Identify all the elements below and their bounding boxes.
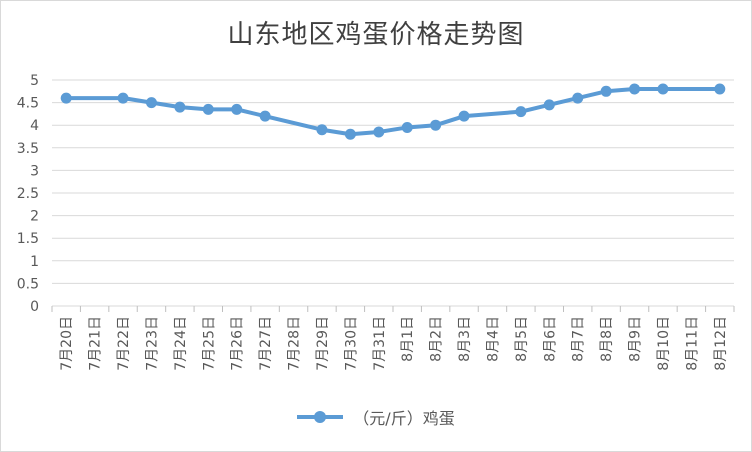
x-tick-label: 8月2日 (429, 316, 445, 362)
data-point (543, 99, 555, 111)
data-point (657, 83, 669, 95)
x-tick-label: 8月9日 (628, 316, 644, 362)
data-point (145, 97, 157, 109)
y-tick-label: 3 (30, 163, 39, 179)
x-tick-label: 7月23日 (144, 316, 160, 371)
data-point (401, 121, 413, 133)
data-point (515, 106, 527, 118)
series-line (64, 87, 722, 137)
y-tick-label: 1 (30, 254, 39, 270)
data-point (373, 126, 385, 138)
x-tick-label: 8月5日 (514, 316, 530, 362)
x-tick-label: 7月29日 (315, 316, 331, 371)
data-point (458, 110, 470, 122)
data-point (629, 83, 641, 95)
x-tick-label: 7月22日 (116, 316, 132, 371)
y-tick-label: 2.5 (17, 186, 39, 202)
data-point (202, 103, 214, 115)
y-tick-label: 3.5 (17, 141, 39, 157)
y-tick-label: 0.5 (17, 276, 39, 292)
x-tick-label: 8月8日 (599, 316, 615, 362)
data-point (714, 83, 726, 95)
data-point (430, 119, 442, 131)
data-point (117, 92, 129, 104)
legend-series-swatch (297, 410, 344, 424)
x-tick-label: 8月10日 (656, 316, 672, 371)
x-tick-label: 7月31日 (372, 316, 388, 371)
x-tick-label: 7月20日 (59, 316, 75, 371)
x-tick-label: 7月21日 (88, 316, 104, 371)
x-tick-label: 7月28日 (287, 316, 303, 371)
x-tick-label: 7月26日 (230, 316, 246, 371)
y-tick-label: 2 (30, 209, 39, 225)
x-tick-label: 8月4日 (485, 316, 501, 362)
x-tick-label: 7月27日 (258, 316, 274, 371)
chart-title: 山东地区鸡蛋价格走势图 (227, 20, 525, 50)
legend-series-label: （元/斤）鸡蛋 (353, 409, 455, 428)
y-tick-label: 0 (30, 299, 39, 315)
legend: （元/斤）鸡蛋 (0, 405, 752, 429)
x-tick-label: 8月11日 (684, 316, 700, 371)
y-tick-label: 4 (30, 118, 39, 134)
y-tick-label: 1.5 (17, 231, 39, 247)
x-tick-label: 8月12日 (713, 316, 729, 371)
data-point (174, 101, 186, 113)
data-point (60, 92, 72, 104)
y-tick-label: 4.5 (17, 96, 39, 112)
data-point (259, 110, 271, 122)
data-point (231, 103, 243, 115)
x-tick-label: 7月25日 (201, 316, 217, 371)
x-tick-label: 7月30日 (343, 316, 359, 371)
x-tick-label: 7月24日 (173, 316, 189, 371)
data-point (572, 92, 584, 104)
data-point (344, 128, 356, 140)
x-tick-label: 8月7日 (571, 316, 587, 362)
x-tick-label: 8月1日 (400, 316, 416, 362)
x-tick-label: 8月6日 (542, 316, 558, 362)
data-point (600, 85, 612, 97)
y-tick-label: 5 (30, 73, 39, 89)
data-point (316, 124, 328, 136)
x-tick-label: 8月3日 (457, 316, 473, 362)
